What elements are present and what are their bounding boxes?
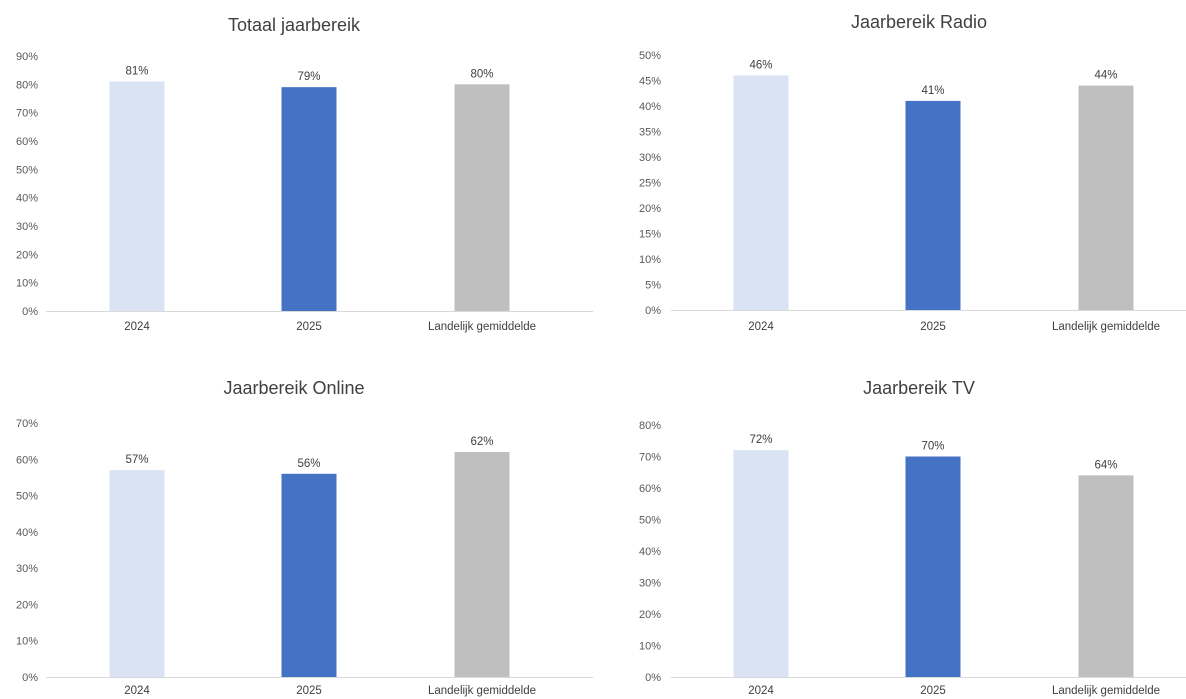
y-tick-label: 60% [16,136,38,148]
y-tick-label: 40% [16,527,38,539]
data-label: 81% [125,66,148,78]
bar-2025 [905,100,961,311]
y-tick-label: 20% [639,203,661,215]
y-tick-label: 0% [22,672,38,684]
y-tick-label: 0% [22,306,38,318]
y-tick-label: 70% [16,418,38,430]
y-tick-label: 10% [16,278,38,290]
chart-title: Jaarbereik Radio [851,12,987,32]
y-tick-label: 20% [639,609,661,621]
chart-panel-radio: Jaarbereik Radio 0% 5% 10% 15% 20% 25% 30% 35% 40… [593,0,1186,349]
bar-landelijk-gemiddelde [454,84,510,311]
category-label: 2025 [920,685,946,697]
y-tick-label: 50% [639,50,661,62]
bar-2024 [733,75,789,311]
data-label: 62% [470,436,493,448]
category-label: Landelijk gemiddelde [428,685,536,697]
y-tick-label: 40% [639,101,661,113]
bar-landelijk-gemiddelde [454,452,510,677]
y-tick-label: 0% [645,305,661,317]
y-tick-label: 60% [639,483,661,495]
bar-2025 [281,473,337,677]
y-tick-label: 30% [639,578,661,590]
y-tick-label: 70% [639,452,661,464]
y-tick-label: 80% [639,420,661,432]
category-label: Landelijk gemiddelde [1052,321,1160,333]
y-tick-label: 15% [639,229,661,241]
y-tick-label: 35% [639,127,661,139]
category-label: 2024 [748,321,774,333]
y-tick-label: 5% [645,280,661,292]
y-tick-label: 10% [639,254,661,266]
category-label: 2024 [124,685,150,697]
bar-2024 [109,470,165,677]
chart-jaarbereik-radio: Jaarbereik Radio 0% 5% 10% 15% 20% 25% 30% 35% 40… [639,12,1186,333]
y-tick-label: 10% [16,636,38,648]
bar-2025 [905,456,961,677]
category-label: Landelijk gemiddelde [1052,685,1160,697]
chart-title: Jaarbereik TV [863,378,975,398]
y-tick-label: 50% [16,164,38,176]
y-tick-label: 25% [639,178,661,190]
data-label: 44% [1094,70,1117,82]
y-tick-label: 90% [16,51,38,63]
data-label: 72% [749,434,772,446]
y-tick-label: 30% [16,563,38,575]
chart-panel-online: Jaarbereik Online 0% 10% 20% 30% 40% 50% 60% 70%… [0,350,593,699]
chart-jaarbereik-tv: Jaarbereik TV 0% 10% 20% 30% 40% 50% 60% 70% 80% 7… [639,378,1186,697]
y-tick-label: 0% [645,672,661,684]
data-label: 57% [125,454,148,466]
data-label: 41% [921,85,944,97]
y-tick-label: 40% [16,193,38,205]
bar-landelijk-gemiddelde [1078,85,1134,310]
y-tick-label: 10% [639,641,661,653]
chart-jaarbereik-online: Jaarbereik Online 0% 10% 20% 30% 40% 50% 60% 70%… [16,378,593,697]
bar-landelijk-gemiddelde [1078,475,1134,677]
data-label: 70% [921,441,944,453]
chart-title: Totaal jaarbereik [228,15,361,35]
y-tick-label: 45% [639,76,661,88]
category-label: Landelijk gemiddelde [428,321,536,333]
category-label: 2025 [296,321,322,333]
y-tick-label: 50% [16,491,38,503]
y-tick-label: 30% [16,221,38,233]
category-label: 2024 [124,321,150,333]
bar-2024 [733,450,789,677]
y-tick-label: 80% [16,79,38,91]
category-label: 2025 [920,321,946,333]
category-label: 2025 [296,685,322,697]
bar-2025 [281,87,337,312]
category-label: 2024 [748,685,774,697]
y-tick-label: 50% [639,515,661,527]
y-tick-label: 60% [16,454,38,466]
data-label: 79% [297,71,320,83]
y-tick-label: 40% [639,546,661,558]
chart-panel-tv: Jaarbereik TV 0% 10% 20% 30% 40% 50% 60% 70% 80% 7… [593,350,1186,699]
chart-panel-totaal: Totaal jaarbereik 0% 10% 20% 30% 40% 50% 60% 70%… [0,0,593,349]
chart-totaal-jaarbereik: Totaal jaarbereik 0% 10% 20% 30% 40% 50% 60% 70%… [16,15,593,333]
data-label: 56% [297,458,320,470]
data-label: 46% [749,59,772,71]
y-tick-label: 30% [639,152,661,164]
data-label: 64% [1094,459,1117,471]
y-tick-label: 20% [16,249,38,261]
y-tick-label: 20% [16,599,38,611]
y-tick-label: 70% [16,108,38,120]
data-label: 80% [470,68,493,80]
chart-title: Jaarbereik Online [223,378,364,398]
bar-2024 [109,81,165,311]
